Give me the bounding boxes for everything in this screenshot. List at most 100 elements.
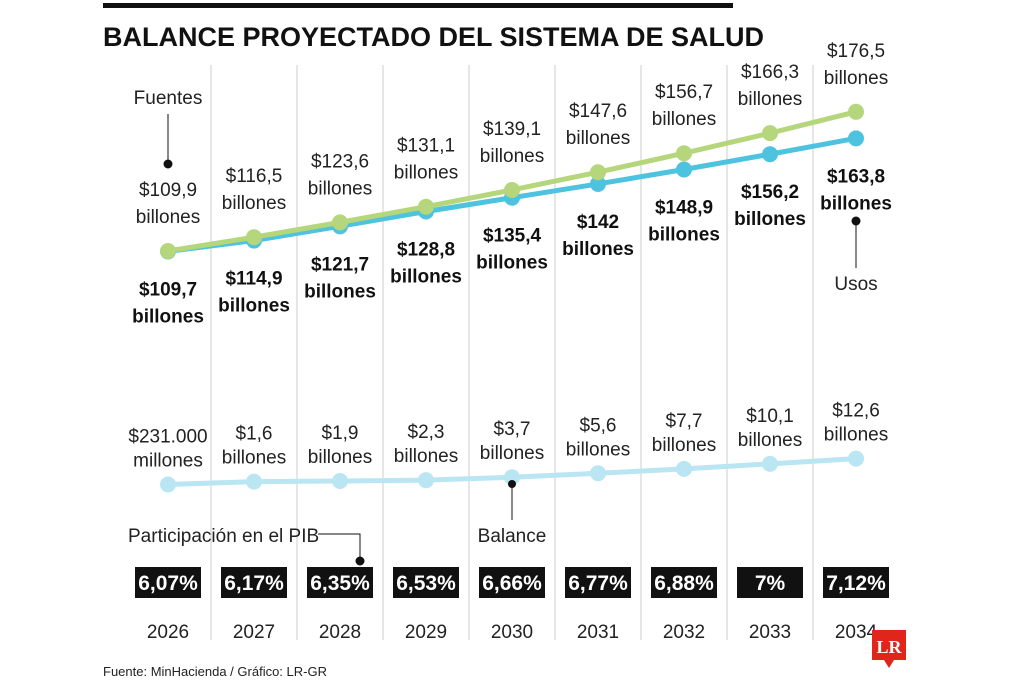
data-label: billones xyxy=(222,448,286,469)
data-label: billones xyxy=(308,178,372,199)
data-label: billones xyxy=(394,163,458,184)
pib-pointer xyxy=(318,533,361,558)
data-point-balance xyxy=(418,472,434,489)
data-label: billones xyxy=(222,193,286,214)
data-label: $135,4 xyxy=(483,226,542,247)
fuentes-pointer-dot xyxy=(163,159,173,169)
data-label: billones xyxy=(648,224,720,245)
data-label: billones xyxy=(820,193,892,214)
data-point-fuentes xyxy=(332,214,348,231)
data-label: $1,6 xyxy=(236,424,273,445)
data-point-balance xyxy=(590,465,606,482)
data-label: billones xyxy=(566,128,630,149)
pib-value: 6,35% xyxy=(310,572,370,595)
source-note: Fuente: MinHacienda / Gráfico: LR-GR xyxy=(103,664,327,679)
data-point-fuentes xyxy=(246,229,262,246)
data-point-fuentes xyxy=(160,243,176,259)
balance-pointer-dot xyxy=(508,480,516,488)
pib-value: 6,53% xyxy=(396,572,456,595)
data-label: billones xyxy=(738,89,802,110)
x-tick-label: 2027 xyxy=(233,622,275,643)
data-point-balance xyxy=(160,476,176,493)
data-label: billones xyxy=(476,253,548,274)
data-label: billones xyxy=(652,109,716,130)
data-label: $1,9 xyxy=(322,423,359,444)
pib-value: 6,66% xyxy=(482,572,542,595)
data-label: $131,1 xyxy=(397,136,455,157)
data-label: billones xyxy=(738,430,802,451)
pib-box xyxy=(307,567,373,598)
pib-box xyxy=(393,567,459,598)
data-point-fuentes xyxy=(504,181,520,198)
data-label: billones xyxy=(480,443,544,464)
pib-box xyxy=(651,567,717,598)
x-tick-label: 2028 xyxy=(319,622,361,643)
data-label: millones xyxy=(133,451,203,472)
pib-value: 7% xyxy=(755,572,786,595)
pib-box xyxy=(221,567,287,598)
pib-box xyxy=(565,567,631,598)
data-label: billones xyxy=(480,146,544,167)
legend-fuentes: Fuentes xyxy=(134,88,203,109)
data-label: $139,1 xyxy=(483,119,541,140)
data-label: billones xyxy=(734,209,806,230)
chart-title: BALANCE PROYECTADO DEL SISTEMA DE SALUD xyxy=(103,22,764,52)
pib-value: 7,12% xyxy=(826,572,886,595)
pib-pointer-dot xyxy=(355,556,365,566)
data-point-fuentes xyxy=(848,103,864,120)
data-label: $2,3 xyxy=(408,422,445,443)
data-label: billones xyxy=(390,266,462,287)
x-tick-label: 2026 xyxy=(147,622,189,643)
data-label: billones xyxy=(652,435,716,456)
data-label: $7,7 xyxy=(666,411,703,432)
data-point-usos xyxy=(762,146,778,163)
pib-value: 6,17% xyxy=(224,572,284,595)
data-label: $147,6 xyxy=(569,101,627,122)
data-label: $12,6 xyxy=(832,401,880,422)
data-label: $116,5 xyxy=(226,166,283,187)
data-label: $166,3 xyxy=(741,62,799,83)
data-label: $128,8 xyxy=(397,239,455,260)
data-label: $109,9 xyxy=(139,180,197,201)
data-label: $10,1 xyxy=(746,406,794,427)
data-label: $176,5 xyxy=(827,41,885,62)
data-point-balance xyxy=(504,469,520,486)
data-label: billones xyxy=(394,446,458,467)
data-label: billones xyxy=(562,239,634,260)
legend-pib: Participación en el PIB xyxy=(128,526,319,547)
data-point-balance xyxy=(676,460,692,477)
data-label: $156,2 xyxy=(741,182,799,203)
data-point-usos xyxy=(848,130,864,147)
data-label: $5,6 xyxy=(580,415,617,436)
data-point-balance xyxy=(762,455,778,472)
data-label: billones xyxy=(824,68,888,89)
data-label: $123,6 xyxy=(311,151,369,172)
data-label: $163,8 xyxy=(827,166,885,187)
pib-value: 6,88% xyxy=(654,572,714,595)
data-label: $114,9 xyxy=(225,269,282,290)
data-label: $142 xyxy=(577,212,619,233)
x-tick-label: 2033 xyxy=(749,622,791,643)
data-point-usos xyxy=(676,161,692,178)
data-point-balance xyxy=(246,473,262,490)
data-point-balance xyxy=(848,450,864,467)
data-label: $156,7 xyxy=(655,82,713,103)
x-tick-label: 2032 xyxy=(663,622,705,643)
data-label: billones xyxy=(566,439,630,460)
data-point-balance xyxy=(332,473,348,490)
title-rule xyxy=(103,3,733,8)
legend-balance: Balance xyxy=(478,526,547,547)
data-label: billones xyxy=(308,447,372,468)
data-label: billones xyxy=(218,296,290,317)
data-label: $231.000 xyxy=(128,427,207,448)
data-point-fuentes xyxy=(762,125,778,142)
data-label: billones xyxy=(304,281,376,302)
data-point-fuentes xyxy=(590,164,606,181)
x-tick-label: 2030 xyxy=(491,622,533,643)
x-tick-label: 2034 xyxy=(835,622,878,643)
pib-value: 6,77% xyxy=(568,572,628,595)
data-point-fuentes xyxy=(676,145,692,162)
data-label: $3,7 xyxy=(494,419,531,440)
data-label: billones xyxy=(136,207,200,228)
